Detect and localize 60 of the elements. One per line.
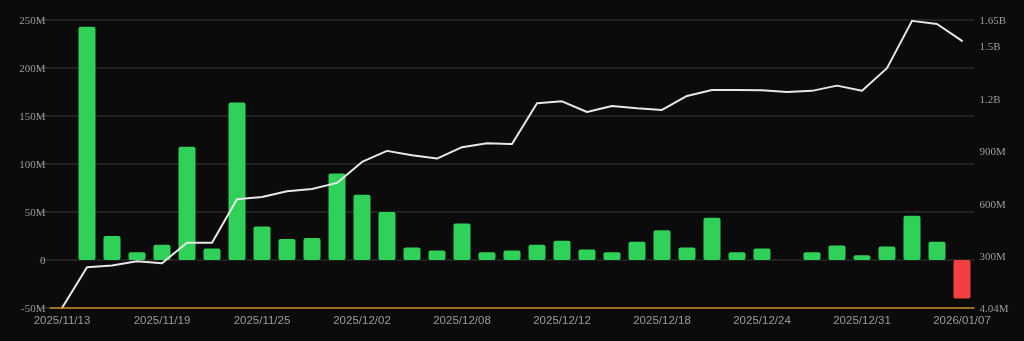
bar <box>353 194 371 260</box>
bar <box>403 247 421 260</box>
x-tick-label: 2025/11/25 <box>233 314 291 326</box>
y-tick-label: 0 <box>40 253 46 266</box>
bar <box>503 250 521 260</box>
bar <box>953 260 971 299</box>
x-tick-label: 2026/01/07 <box>933 314 991 326</box>
y2-tick-label: 900M <box>979 145 1006 158</box>
bar <box>753 248 771 260</box>
bar <box>328 173 346 260</box>
y-tick-label: 100M <box>19 157 46 170</box>
bar <box>478 252 496 260</box>
y-tick-label: -50M <box>21 301 46 314</box>
y-tick-label: 250M <box>19 13 46 26</box>
bar <box>228 102 246 260</box>
bar <box>853 255 871 260</box>
y2-tick-label: 4.04M <box>979 301 1009 314</box>
y2-tick-label: 1.65B <box>979 13 1007 26</box>
bar <box>728 252 746 260</box>
bar <box>628 241 646 260</box>
bar <box>428 250 446 260</box>
x-tick-label: 2025/12/24 <box>733 314 792 326</box>
y2-tick-label: 600M <box>979 197 1006 210</box>
bar <box>603 252 621 260</box>
bar <box>278 238 296 260</box>
bar <box>928 241 946 260</box>
bar <box>903 215 921 260</box>
bar <box>703 217 721 260</box>
y2-tick-label: 1.5B <box>979 40 1001 53</box>
bar <box>878 246 896 260</box>
bar <box>78 26 96 260</box>
bar <box>828 245 846 260</box>
bar <box>128 252 146 260</box>
bar <box>678 247 696 260</box>
x-tick-label: 2025/12/18 <box>633 314 691 326</box>
bar <box>203 248 221 260</box>
x-tick-label: 2025/12/12 <box>533 314 591 326</box>
y2-tick-label: 1.2B <box>979 92 1001 105</box>
bar <box>578 249 596 260</box>
bar <box>553 240 571 260</box>
x-tick-label: 2025/12/02 <box>333 314 391 326</box>
x-tick-label: 2025/12/08 <box>433 314 491 326</box>
y-tick-label: 200M <box>19 61 46 74</box>
bar <box>453 223 471 260</box>
line-series <box>61 19 963 309</box>
x-tick-label: 2025/11/19 <box>133 314 191 326</box>
y2-tick-label: 300M <box>979 250 1006 263</box>
x-tick-label: 2025/11/13 <box>33 314 91 326</box>
bar <box>528 244 546 260</box>
bar <box>303 237 321 260</box>
x-tick-label: 2025/12/31 <box>833 314 891 326</box>
bar <box>253 226 271 260</box>
y-tick-label: 50M <box>24 205 46 218</box>
y-tick-label: 150M <box>19 109 46 122</box>
bar <box>803 252 821 260</box>
bar <box>653 230 671 260</box>
bar <box>153 244 171 260</box>
bar <box>103 236 121 260</box>
bar <box>178 146 196 260</box>
bar <box>378 212 396 260</box>
